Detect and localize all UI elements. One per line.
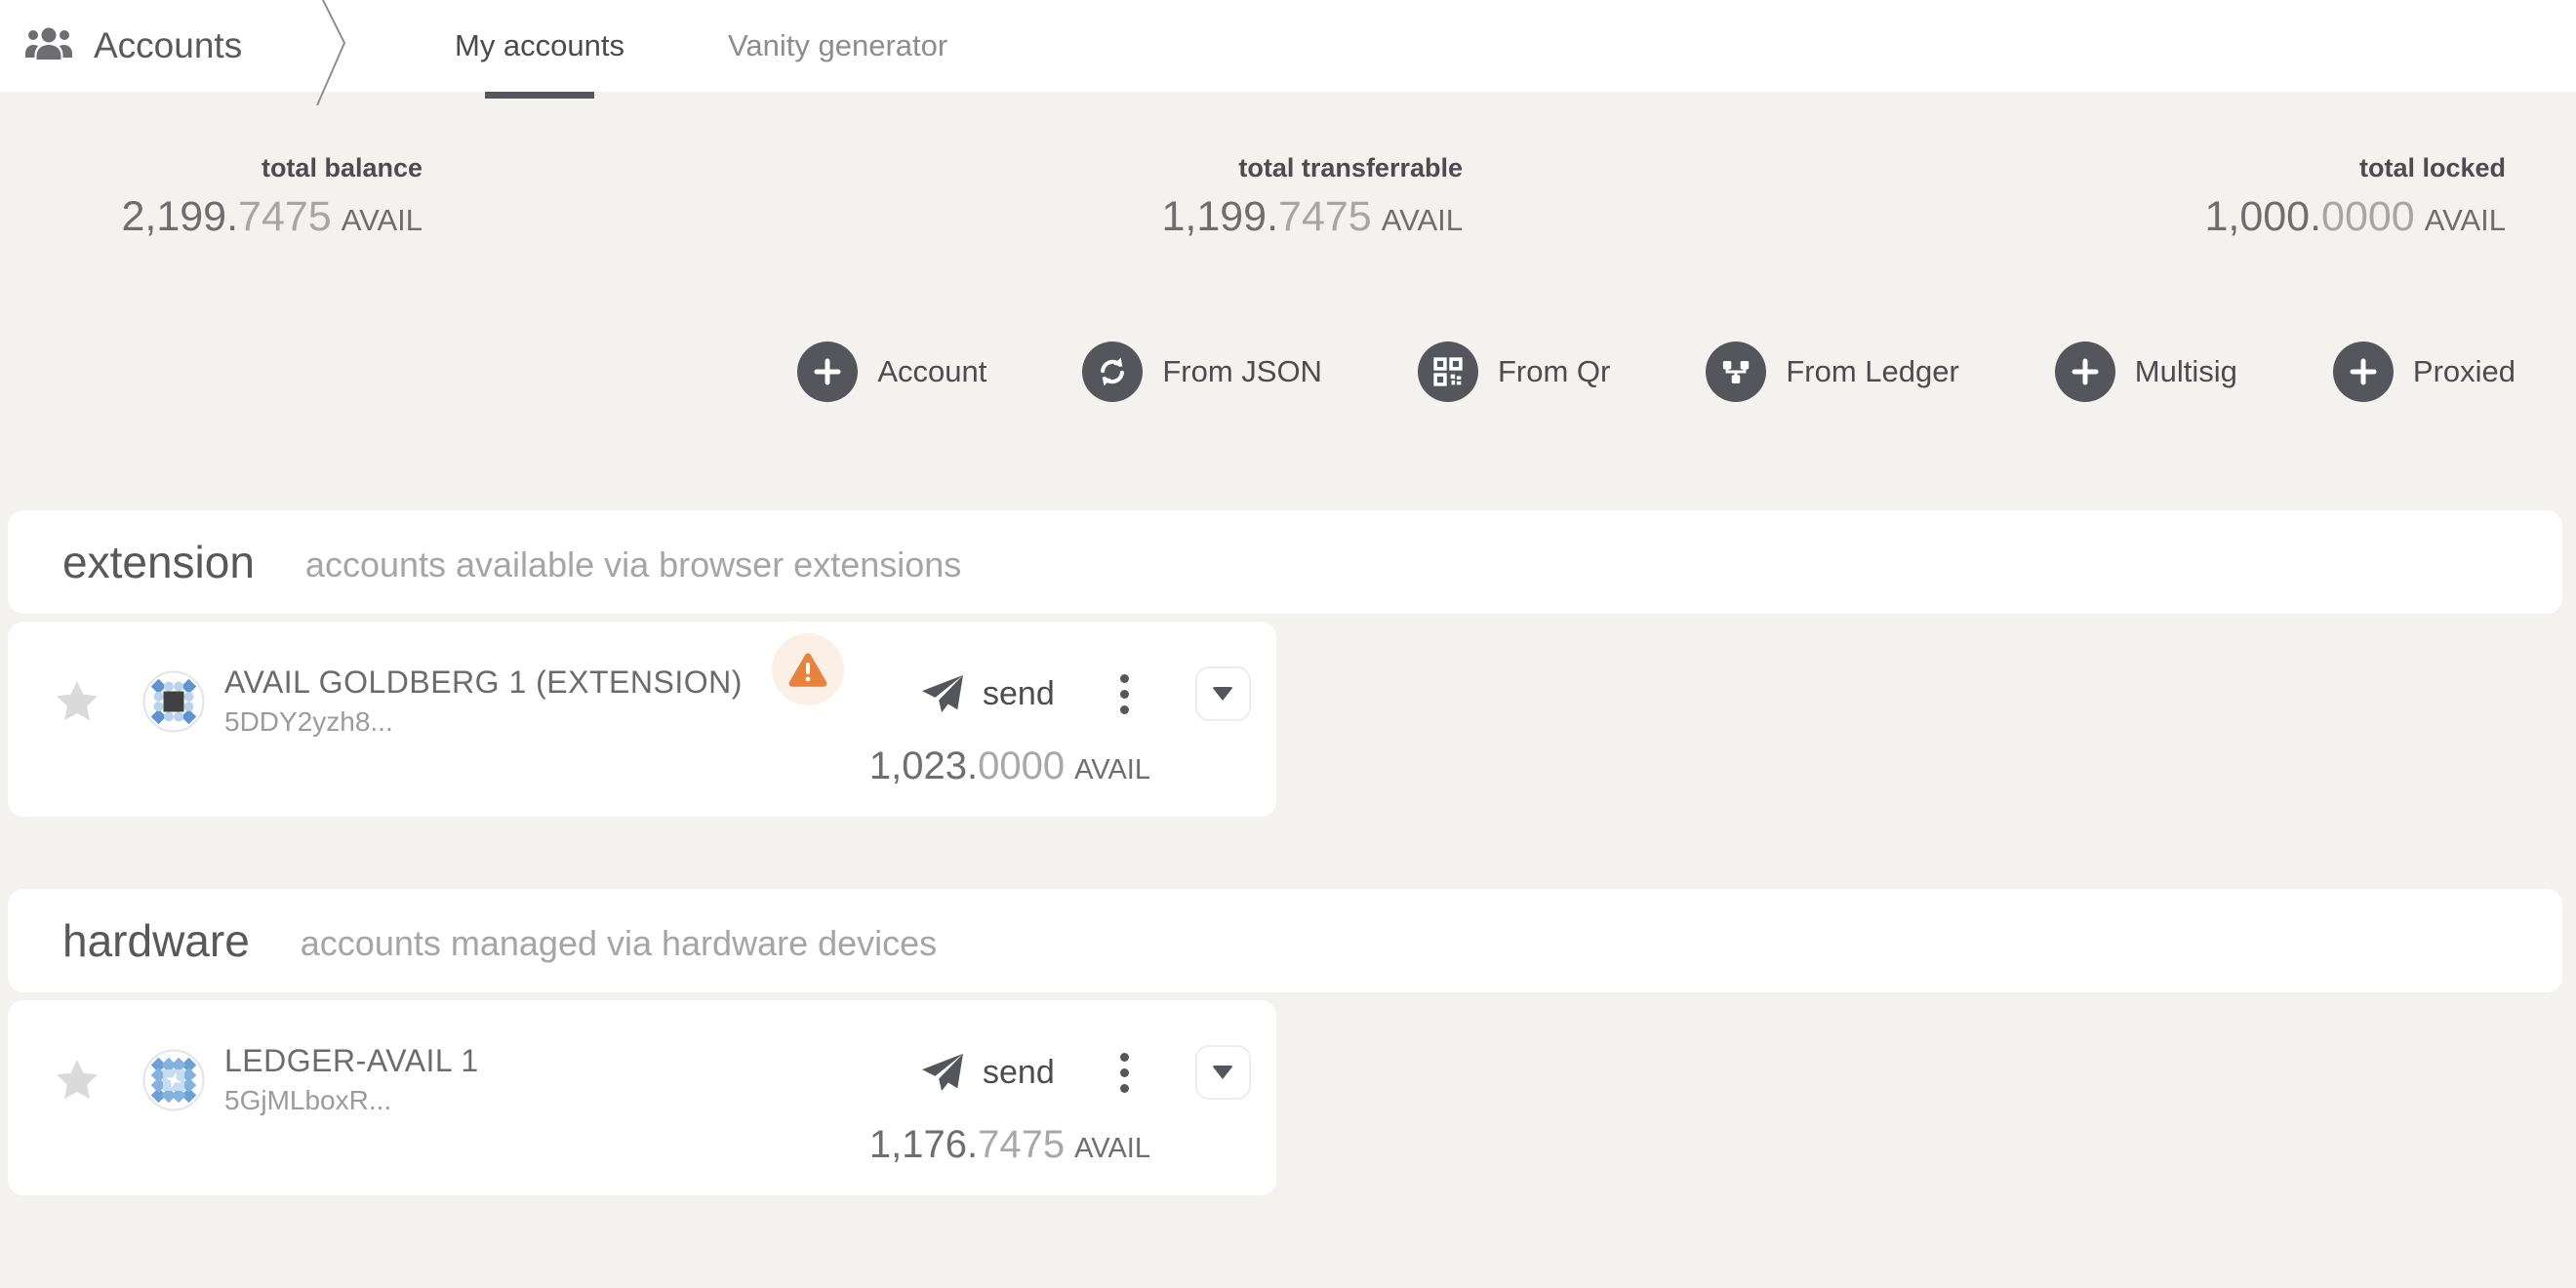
section-header-hardware: hardware accounts managed via hardware d…: [8, 889, 2562, 992]
summary-label: total transferrable: [1238, 153, 1463, 182]
tab-vanity-generator[interactable]: Vanity generator: [728, 0, 947, 92]
tab-my-accounts-label: My accounts: [455, 28, 625, 62]
breadcrumb-chevron-icon: [316, 0, 346, 105]
account-name: AVAIL GOLDBERG 1 (EXTENSION): [224, 664, 743, 700]
account-identicon[interactable]: [142, 1049, 205, 1111]
section-title: hardware: [62, 915, 250, 966]
account-identity: LEDGER-AVAIL 1 5GjMLboxR...: [55, 1043, 479, 1116]
account-address: 5DDY2yzh8...: [224, 706, 393, 737]
account-name-block: AVAIL GOLDBERG 1 (EXTENSION) 5DDY2yzh8..…: [224, 664, 743, 738]
ledger-icon: [1706, 342, 1767, 402]
balance-int: 1,176.: [868, 1123, 979, 1166]
section-description: accounts managed via hardware devices: [300, 923, 938, 963]
topbar: Accounts My accounts Vanity generator: [0, 0, 2576, 105]
plus-icon: [797, 342, 859, 402]
active-tab-underline: [485, 92, 594, 99]
balance-frac: 0000: [978, 745, 1066, 787]
value-frac: 7475: [1278, 193, 1372, 240]
expand-details-button[interactable]: [1194, 1045, 1251, 1100]
add-via-qr-button[interactable]: From Qr: [1417, 342, 1611, 402]
summary-total-transferrable: total transferrable 1,199.7475 AVAIL: [423, 150, 1463, 241]
account-name: LEDGER-AVAIL 1: [224, 1043, 479, 1078]
plus-icon: [2332, 342, 2394, 402]
account-action-buttons: send: [920, 664, 1251, 723]
value-unit: AVAIL: [2424, 203, 2506, 237]
account-row-extension: AVAIL GOLDBERG 1 (EXTENSION) 5DDY2yzh8..…: [8, 622, 1276, 817]
add-account-button[interactable]: Account: [797, 342, 986, 402]
caret-down-icon: [1212, 687, 1234, 701]
balance-unit: AVAIL: [1074, 1133, 1150, 1164]
account-identity: AVAIL GOLDBERG 1 (EXTENSION) 5DDY2yzh8..…: [55, 664, 743, 738]
send-button[interactable]: send: [920, 673, 1055, 714]
favorite-star-icon[interactable]: [55, 680, 100, 723]
add-from-ledger-button[interactable]: From Ledger: [1706, 342, 1959, 402]
paper-plane-icon: [922, 674, 963, 713]
account-balance: 1,023.0000 AVAIL: [869, 745, 1150, 788]
sync-icon: [1082, 342, 1144, 402]
breadcrumb: Accounts: [25, 0, 242, 92]
tab-bar: My accounts Vanity generator: [455, 0, 947, 99]
qrcode-icon: [1417, 342, 1478, 402]
value-unit: AVAIL: [1381, 203, 1463, 237]
section-description: accounts available via browser extension…: [304, 544, 962, 584]
page-title: Accounts: [94, 25, 243, 65]
summary-value: 1,000.0000 AVAIL: [1463, 193, 2506, 241]
add-account-label: Account: [877, 354, 987, 388]
plus-icon: [2054, 342, 2115, 402]
balance-int: 1,023.: [868, 745, 979, 787]
account-identicon[interactable]: [142, 670, 205, 733]
account-actions-toolbar: Account From JSON: [0, 341, 2576, 403]
section-title: extension: [62, 537, 255, 587]
send-label: send: [983, 674, 1055, 712]
restore-json-label: From JSON: [1162, 354, 1322, 388]
add-multisig-button[interactable]: Multisig: [2054, 342, 2237, 402]
add-via-qr-label: From Qr: [1497, 354, 1611, 388]
expand-details-button[interactable]: [1194, 666, 1251, 721]
send-button[interactable]: send: [920, 1052, 1055, 1093]
add-proxied-label: Proxied: [2412, 354, 2516, 388]
account-menu-button[interactable]: [1114, 1047, 1135, 1099]
account-address: 5GjMLboxR...: [224, 1085, 392, 1115]
summary-total-locked: total locked 1,000.0000 AVAIL: [1463, 150, 2506, 241]
add-multisig-label: Multisig: [2134, 354, 2237, 388]
account-action-buttons: send: [920, 1043, 1251, 1102]
users-icon: [25, 27, 72, 60]
account-balance: 1,176.7475 AVAIL: [869, 1123, 1150, 1167]
paper-plane-icon: [922, 1053, 963, 1092]
account-row-hardware: LEDGER-AVAIL 1 5GjMLboxR... send 1,176.7…: [8, 1000, 1276, 1195]
value-unit: AVAIL: [341, 203, 423, 237]
account-menu-button[interactable]: [1114, 668, 1135, 720]
caret-down-icon: [1212, 1066, 1234, 1079]
account-name-block: LEDGER-AVAIL 1 5GjMLboxR...: [224, 1043, 479, 1116]
favorite-star-icon[interactable]: [55, 1059, 100, 1102]
summary-label: total balance: [261, 153, 423, 182]
warning-badge[interactable]: [772, 633, 844, 705]
warning-icon: [788, 653, 827, 687]
value-int: 1,199.: [1161, 193, 1279, 240]
summary-value: 2,199.7475 AVAIL: [0, 193, 423, 241]
section-header-extension: extension accounts available via browser…: [8, 510, 2562, 614]
summary-total-balance: total balance 2,199.7475 AVAIL: [0, 150, 423, 241]
value-int: 2,199.: [121, 193, 239, 240]
balance-frac: 7475: [978, 1123, 1066, 1166]
tab-my-accounts[interactable]: My accounts: [455, 0, 625, 99]
summary-label: total locked: [2358, 153, 2506, 182]
value-int: 1,000.: [2204, 193, 2322, 240]
send-label: send: [983, 1053, 1055, 1091]
add-proxied-button[interactable]: Proxied: [2332, 342, 2516, 402]
balance-unit: AVAIL: [1074, 754, 1150, 785]
value-frac: 7475: [238, 193, 332, 240]
tab-vanity-generator-label: Vanity generator: [728, 28, 948, 62]
add-from-ledger-label: From Ledger: [1786, 354, 1959, 388]
summary-value: 1,199.7475 AVAIL: [423, 193, 1463, 241]
restore-json-button[interactable]: From JSON: [1082, 342, 1322, 402]
value-frac: 0000: [2321, 193, 2415, 240]
balance-summary: total balance 2,199.7475 AVAIL total tran…: [0, 92, 2576, 241]
